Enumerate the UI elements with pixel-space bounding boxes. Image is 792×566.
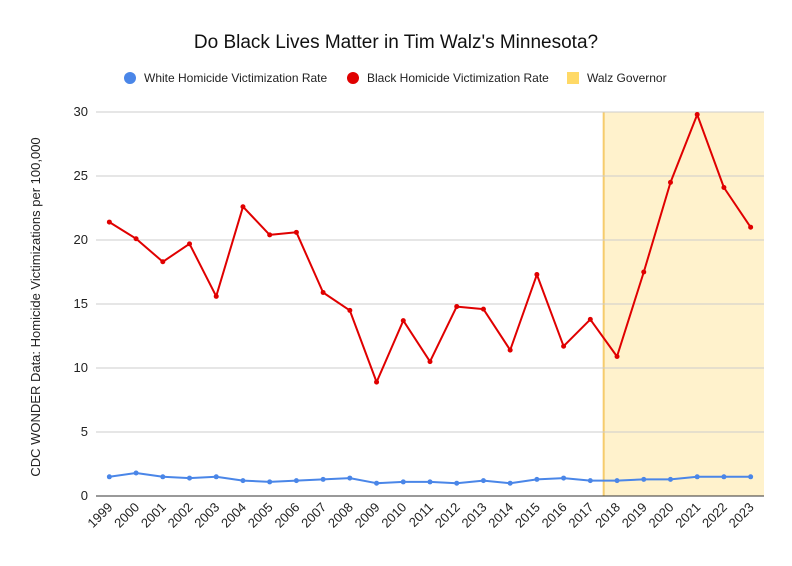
x-tick-label: 2015 — [512, 500, 543, 531]
x-tick-label: 2017 — [565, 500, 596, 531]
x-tick-label: 2005 — [245, 500, 276, 531]
series-0-point — [106, 474, 112, 480]
series-1-point — [480, 306, 486, 312]
series-1-point — [561, 343, 567, 349]
series-0-point — [427, 479, 433, 485]
series-0-point — [240, 478, 246, 484]
x-tick-label: 2009 — [352, 500, 383, 531]
series-1-point — [667, 179, 673, 185]
x-tick-label: 2019 — [619, 500, 650, 531]
series-1-point — [641, 269, 647, 275]
series-0-point — [320, 476, 326, 482]
x-tick-label: 2000 — [111, 500, 142, 531]
series-1-point — [160, 259, 166, 265]
x-tick-label: 2007 — [298, 500, 329, 531]
series-1-point — [400, 318, 406, 324]
series-0-point — [748, 474, 754, 480]
series-1-point — [721, 185, 727, 191]
legend-swatch-walz — [567, 72, 579, 84]
series-0-point — [667, 476, 673, 482]
series-1-point — [587, 316, 593, 322]
series-0-point — [213, 474, 219, 480]
plot-area: 0 5 10 15 20 25 30 1999200020012002200320042005… — [74, 104, 764, 531]
y-tick-label: 10 — [74, 360, 88, 375]
series-1-point — [748, 224, 754, 230]
x-tick-label: 2003 — [191, 500, 222, 531]
series-0-point — [454, 480, 460, 486]
x-tick-label: 2023 — [726, 500, 757, 531]
series-1-point — [454, 304, 460, 310]
series-1-point — [293, 229, 299, 235]
series-0-point — [694, 474, 700, 480]
series-1-point — [133, 236, 139, 242]
series-0-point — [374, 480, 380, 486]
series-0-point — [187, 475, 193, 481]
legend-label-black: Black Homicide Victimization Rate — [367, 71, 549, 85]
x-tick-label: 1999 — [84, 500, 115, 531]
series-1-point — [213, 293, 219, 299]
chart-title: Do Black Lives Matter in Tim Walz's Minn… — [194, 32, 598, 53]
series-0-point — [534, 476, 540, 482]
series-1-point — [240, 204, 246, 210]
series-0-point — [587, 478, 593, 484]
series-0-point — [400, 479, 406, 485]
x-tick-label: 2011 — [406, 500, 436, 530]
y-tick-label: 25 — [74, 168, 88, 183]
x-tick-label: 2001 — [138, 500, 169, 531]
x-tick-label: 2008 — [325, 500, 356, 531]
x-tick-label: 2020 — [646, 500, 677, 531]
series-0-point — [133, 470, 139, 476]
y-tick-label: 5 — [81, 424, 88, 439]
series-1-point — [427, 359, 433, 365]
series-0-point — [160, 474, 166, 480]
series-0-point — [721, 474, 727, 480]
series-0-point — [267, 479, 273, 485]
x-tick-label: 2016 — [539, 500, 570, 531]
series-0-point — [561, 475, 567, 481]
series-1-point — [187, 241, 193, 247]
x-tick-label: 2006 — [271, 500, 302, 531]
series-0-point — [293, 478, 299, 484]
series-1-point — [534, 272, 540, 278]
legend-label-walz: Walz Governor — [587, 71, 667, 85]
y-axis-title: CDC WONDER Data: Homicide Victimizations… — [28, 137, 43, 476]
y-tick-label: 30 — [74, 104, 88, 119]
x-tick-label: 2013 — [459, 500, 490, 531]
series-1-point — [694, 112, 700, 118]
x-tick-label: 2010 — [378, 500, 409, 531]
y-tick-label: 15 — [74, 296, 88, 311]
x-tick-label: 2018 — [592, 500, 623, 531]
series-0-point — [347, 475, 353, 481]
series-1-point — [267, 232, 273, 238]
series-1-point — [507, 347, 513, 353]
series-0-point — [641, 476, 647, 482]
series-1-point — [347, 307, 353, 313]
series-1-point — [320, 289, 326, 295]
legend: White Homicide Victimization Rate Black … — [124, 71, 667, 85]
legend-swatch-white — [124, 72, 136, 84]
x-tick-label: 2022 — [699, 500, 730, 531]
series-1-point — [374, 379, 380, 385]
series-1-point — [106, 219, 112, 225]
x-tick-label: 2014 — [485, 500, 516, 531]
x-tick-label: 2012 — [432, 500, 463, 531]
x-tick-label: 2002 — [165, 500, 196, 531]
series-0-point — [614, 478, 620, 484]
series-0-point — [480, 478, 486, 484]
y-tick-label: 0 — [81, 488, 88, 503]
x-tick-label: 2004 — [218, 500, 249, 531]
series-0-point — [507, 480, 513, 486]
series-1-point — [614, 353, 620, 359]
y-tick-label: 20 — [74, 232, 88, 247]
x-tick-label: 2021 — [672, 500, 703, 531]
legend-swatch-black — [347, 72, 359, 84]
legend-label-white: White Homicide Victimization Rate — [144, 71, 328, 85]
